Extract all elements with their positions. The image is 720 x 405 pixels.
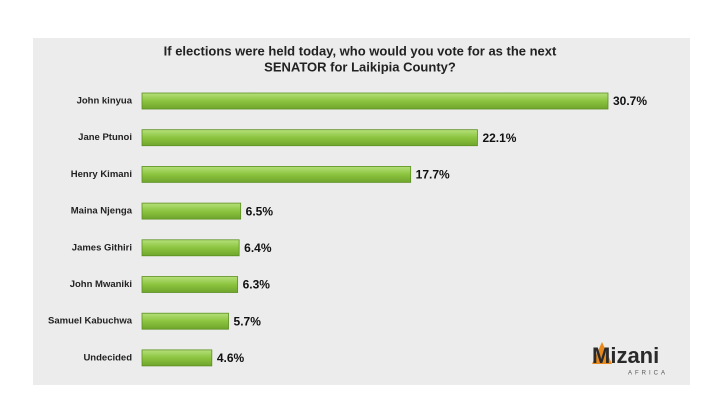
value-label: 4.6% — [217, 351, 245, 365]
value-label: 30.7% — [613, 94, 647, 108]
value-label: 6.3% — [243, 278, 271, 292]
category-label: Henry Kimani — [71, 169, 132, 180]
logo-mark — [592, 342, 612, 364]
logo-name: Mizani — [592, 343, 659, 368]
category-label: Jane Ptunoi — [78, 132, 132, 143]
bar — [141, 276, 239, 293]
chart-title: SENATOR for Laikipia County? — [264, 59, 456, 74]
value-label: 22.1% — [482, 131, 516, 145]
bar — [141, 239, 240, 257]
logo-tagline: AFRICA — [628, 371, 668, 377]
category-label: Undecided — [83, 352, 132, 363]
bar — [141, 92, 609, 110]
bar — [141, 202, 242, 220]
value-label: 6.4% — [244, 241, 272, 255]
category-label: John Mwaniki — [70, 279, 132, 290]
category-label: Maina Njenga — [71, 206, 133, 217]
bar — [141, 349, 213, 367]
value-label: 6.5% — [246, 204, 274, 218]
bar — [141, 312, 229, 330]
category-label: John kinyua — [77, 96, 133, 107]
bar — [141, 129, 478, 147]
category-label: Samuel Kabuchwa — [48, 316, 133, 327]
chart-title: If elections were held today, who would … — [164, 43, 557, 58]
value-label: 17.7% — [416, 168, 450, 182]
category-label: James Githiri — [72, 242, 132, 253]
value-label: 5.7% — [234, 314, 262, 328]
bar — [141, 165, 412, 183]
logo: Mizani AFRICA — [592, 342, 668, 377]
